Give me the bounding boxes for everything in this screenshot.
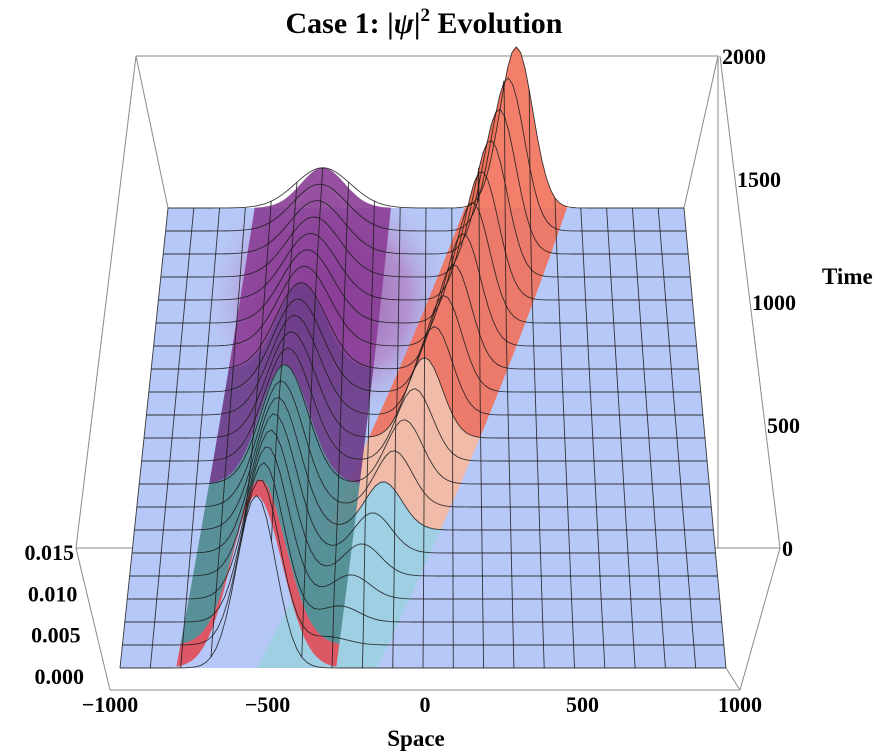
ridge-strip xyxy=(358,357,481,461)
ridge-strip xyxy=(428,140,543,299)
ridges xyxy=(166,47,687,668)
mesh-line-space xyxy=(631,207,666,669)
mesh-line-space xyxy=(210,207,246,658)
ridge-strip xyxy=(205,364,360,507)
ridge-strip xyxy=(409,202,526,346)
ridge-strip xyxy=(368,326,490,438)
mesh-line-space xyxy=(301,167,324,658)
mesh-line-space xyxy=(502,80,515,669)
z-tick-label: 0.010 xyxy=(28,581,78,606)
ridge-strip xyxy=(251,167,391,231)
x-tick-label: −500 xyxy=(245,692,291,717)
mesh-line-space xyxy=(180,207,221,668)
mesh-line-space xyxy=(331,182,350,668)
mesh-line-space xyxy=(606,207,636,669)
z-tick-label: 0.005 xyxy=(31,623,81,648)
ridge-strip xyxy=(240,216,384,300)
ridge-strip xyxy=(337,419,461,507)
mesh-line-space xyxy=(580,207,606,669)
ridge-strip xyxy=(221,298,371,415)
ridge-strip xyxy=(213,331,366,461)
x-tick-label: −1000 xyxy=(82,692,139,717)
ridge-strip xyxy=(228,266,376,369)
ridge-strip xyxy=(180,462,343,644)
y-axis-label: Time xyxy=(822,264,873,289)
ridge-strip xyxy=(326,450,451,530)
mesh-line-space xyxy=(477,167,485,669)
ridge-strip xyxy=(447,78,560,253)
mesh-line-time xyxy=(167,46,684,209)
x-axis-label: Space xyxy=(387,726,445,751)
mesh-line-space xyxy=(554,197,575,669)
mesh-line-space xyxy=(422,207,427,669)
x-tick-label: 1000 xyxy=(718,692,762,717)
y-ticks: 0 500 1000 1500 2000 xyxy=(722,44,800,561)
ridge-strip xyxy=(399,233,517,369)
x-tick-label: 0 xyxy=(420,692,431,717)
ridge-strip xyxy=(232,249,379,346)
plot-box xyxy=(75,55,781,691)
ridge-strip xyxy=(197,397,355,552)
mesh-line-space xyxy=(683,207,727,669)
ridge-strip xyxy=(236,233,382,323)
ridge-strip xyxy=(184,446,346,621)
surface-strip xyxy=(166,47,687,231)
ridge-strip xyxy=(437,109,552,276)
ridge-strip xyxy=(193,413,352,575)
ridge-strip xyxy=(389,264,508,392)
chart-title: Case 1: |ψ|2 Evolution xyxy=(286,5,563,40)
ridge-strip xyxy=(176,479,340,667)
mesh-line-space xyxy=(361,201,375,669)
z-ticks: 0.000 0.005 0.010 0.015 xyxy=(25,540,85,689)
mesh-line-space xyxy=(119,207,169,669)
mesh-line-space xyxy=(657,207,697,669)
ridge-strip xyxy=(209,348,363,484)
z-tick-label: 0.015 xyxy=(25,540,75,565)
ridge-strip xyxy=(379,295,499,415)
x-ticks: −1000 −500 0 500 1000 xyxy=(82,692,762,717)
mesh-line-space xyxy=(149,207,195,669)
y-tick-label: 2000 xyxy=(722,44,766,69)
mesh-line-space xyxy=(451,207,454,669)
y-tick-label: 1000 xyxy=(752,290,796,315)
ridge-strip xyxy=(217,315,369,438)
y-tick-label: 0 xyxy=(782,536,793,561)
ridge-strip xyxy=(188,429,349,598)
mesh-line-space xyxy=(392,207,401,669)
y-tick-label: 500 xyxy=(767,413,800,438)
mesh-line-space xyxy=(271,182,298,542)
mesh-line-space xyxy=(240,201,272,542)
x-tick-label: 500 xyxy=(566,692,599,717)
z-tick-label: 0.000 xyxy=(35,664,85,689)
ridge-mesh xyxy=(119,46,727,669)
ridge-strip xyxy=(247,184,389,254)
mesh-line-space xyxy=(528,89,545,669)
y-tick-label: 1500 xyxy=(737,167,781,192)
ridge-strip xyxy=(201,380,357,529)
ridge-strip xyxy=(243,200,387,277)
